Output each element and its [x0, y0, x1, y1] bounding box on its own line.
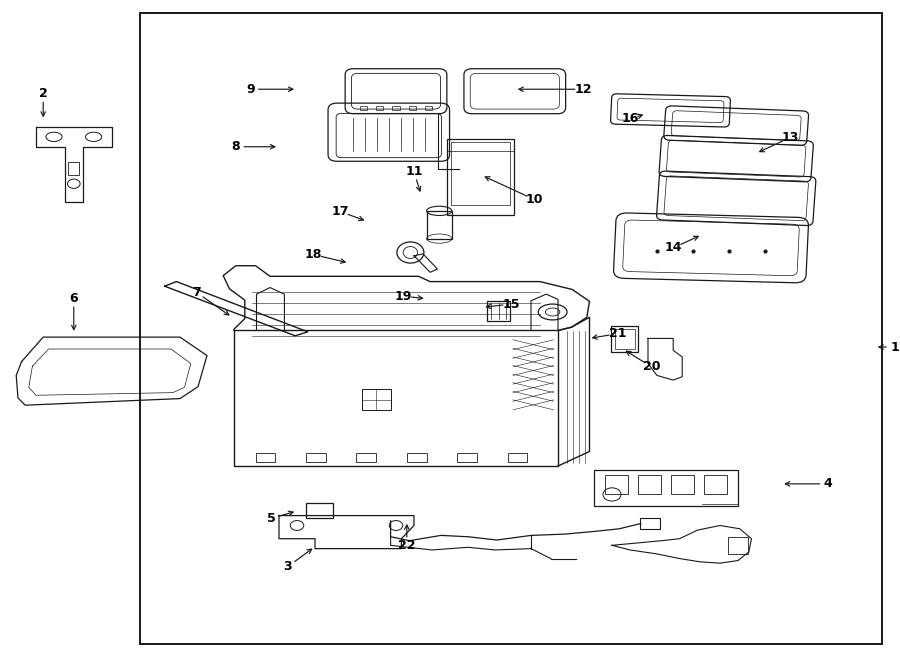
Bar [487, 301, 510, 321]
Bar [256, 453, 275, 462]
Text: 8: 8 [231, 140, 240, 153]
Bar [362, 389, 391, 410]
Bar [447, 139, 515, 215]
Text: 20: 20 [643, 360, 661, 373]
Text: 17: 17 [331, 205, 349, 218]
Text: 16: 16 [621, 112, 639, 126]
Text: 22: 22 [398, 539, 416, 552]
Text: 21: 21 [608, 327, 626, 340]
Bar [594, 469, 738, 506]
Text: 19: 19 [394, 290, 412, 303]
Bar [457, 453, 477, 462]
Bar [638, 475, 661, 494]
Text: 10: 10 [526, 193, 544, 206]
Bar [452, 143, 509, 205]
Bar [728, 537, 748, 554]
Text: 12: 12 [574, 83, 592, 96]
Bar [615, 329, 634, 349]
Text: 5: 5 [267, 512, 276, 525]
Text: 1: 1 [890, 340, 899, 354]
Bar [68, 162, 79, 175]
Text: 3: 3 [284, 560, 292, 573]
Bar [605, 475, 628, 494]
Bar [640, 518, 660, 529]
Bar [611, 326, 638, 352]
Text: 6: 6 [69, 292, 78, 305]
Bar [306, 453, 326, 462]
Text: 4: 4 [824, 477, 832, 490]
Text: 2: 2 [39, 87, 48, 100]
Bar [427, 211, 452, 239]
Text: 11: 11 [405, 165, 423, 178]
Bar [356, 453, 376, 462]
Text: 7: 7 [192, 286, 201, 299]
Bar [376, 106, 383, 110]
Bar [360, 106, 367, 110]
Bar [392, 106, 400, 110]
Bar [671, 475, 694, 494]
Text: 9: 9 [246, 83, 255, 96]
Bar [705, 475, 727, 494]
Bar [508, 453, 527, 462]
Bar [409, 106, 416, 110]
Text: 14: 14 [664, 241, 682, 254]
Bar [407, 453, 427, 462]
Bar [425, 106, 432, 110]
Bar [140, 13, 882, 644]
Text: 18: 18 [304, 248, 322, 261]
Text: 15: 15 [502, 297, 520, 311]
Text: 13: 13 [781, 131, 799, 144]
Bar [306, 503, 333, 518]
